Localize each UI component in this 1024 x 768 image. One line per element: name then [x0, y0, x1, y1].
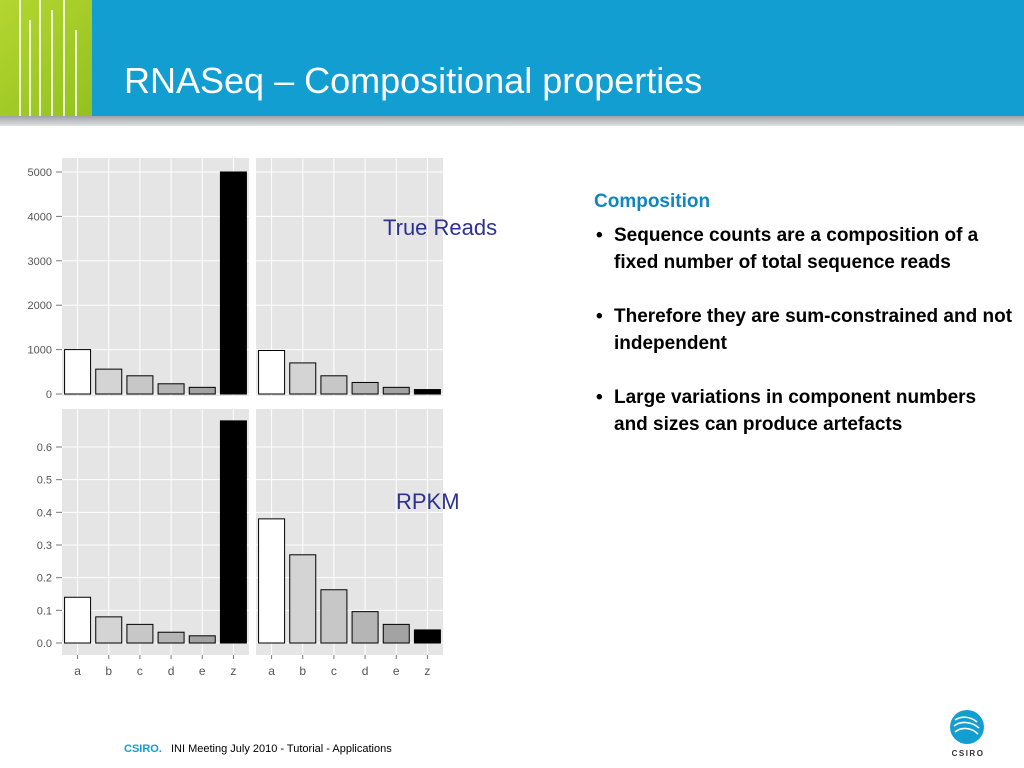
y-tick-label: 4000 [28, 211, 52, 223]
bar [126, 623, 154, 644]
logo-text: CSIRO [952, 749, 985, 758]
bar [413, 629, 441, 644]
y-tick-label: 1000 [28, 345, 52, 357]
footer-text: INI Meeting July 2010 - Tutorial - Appli… [170, 743, 392, 755]
bar [219, 420, 247, 644]
header-divider [0, 116, 1024, 126]
bar [320, 589, 348, 644]
x-tick-label: z [424, 664, 430, 678]
bullet-item: Large variations in component numbers an… [594, 384, 1014, 438]
bar [64, 596, 92, 644]
bar [258, 518, 286, 644]
bullet-item: Sequence counts are a composition of a f… [594, 222, 1014, 276]
y-tick-label: 0.2 [37, 573, 52, 585]
x-tick-label: e [199, 664, 206, 678]
true-reads-label: True Reads [383, 215, 498, 240]
y-tick-label: 3000 [28, 256, 52, 268]
bar [95, 616, 123, 644]
y-tick-label: 0.3 [37, 540, 52, 552]
bar [219, 171, 247, 395]
bar [95, 368, 123, 395]
bullet-list: Sequence counts are a composition of a f… [594, 222, 1014, 465]
bar-chart-panels: 0 1000 2000 3000 4000 5000 0.0 0.1 0.2 0.3 0.4 0.5 0… [28, 158, 443, 678]
header-decoration-lines [19, 0, 77, 160]
bar [382, 386, 410, 395]
footer: CSIRO. INI Meeting July 2010 - Tutorial … [124, 743, 392, 755]
bar [351, 381, 379, 395]
y-tick-label: 0.0 [37, 638, 52, 650]
header-bar [0, 0, 1024, 116]
slide-title: RNASeq – Compositional properties [124, 60, 703, 101]
y-tick-label: 5000 [28, 167, 52, 179]
bar [289, 554, 317, 644]
bar [320, 375, 348, 395]
x-tick-label: d [362, 664, 369, 678]
x-tick-label: e [393, 664, 400, 678]
bar [413, 389, 441, 395]
panel-background [256, 409, 443, 655]
x-tick-label: c [137, 664, 143, 678]
bar [126, 375, 154, 395]
x-tick-label: c [331, 664, 337, 678]
x-tick-label: a [74, 664, 81, 678]
x-tick-label: z [230, 664, 236, 678]
bar [258, 349, 286, 395]
x-tick-label: d [168, 664, 175, 678]
y-tick-label: 0.1 [37, 605, 52, 617]
panel-background [256, 158, 443, 396]
bar [289, 362, 317, 395]
x-tick-label: a [268, 664, 275, 678]
bar [351, 611, 379, 644]
bar [64, 349, 92, 395]
bar [157, 631, 185, 644]
bar [188, 635, 216, 644]
bar [382, 623, 410, 644]
bar [157, 383, 185, 395]
bullet-item: Therefore they are sum-constrained and n… [594, 303, 1014, 357]
composition-heading: Composition [594, 191, 711, 212]
y-tick-label: 0.6 [37, 442, 52, 454]
panel-background [62, 158, 249, 396]
csiro-logo-icon: CSIRO [950, 710, 985, 758]
x-tick-label: b [299, 664, 306, 678]
y-tick-label: 0.4 [37, 507, 52, 519]
footer-brand: CSIRO. [124, 743, 162, 755]
y-tick-label: 0 [46, 389, 52, 401]
panel-background [62, 409, 249, 655]
bar [188, 386, 216, 395]
rpkm-label: RPKM [396, 489, 460, 514]
y-tick-label: 2000 [28, 300, 52, 312]
x-tick-label: b [105, 664, 112, 678]
y-tick-label: 0.5 [37, 475, 52, 487]
